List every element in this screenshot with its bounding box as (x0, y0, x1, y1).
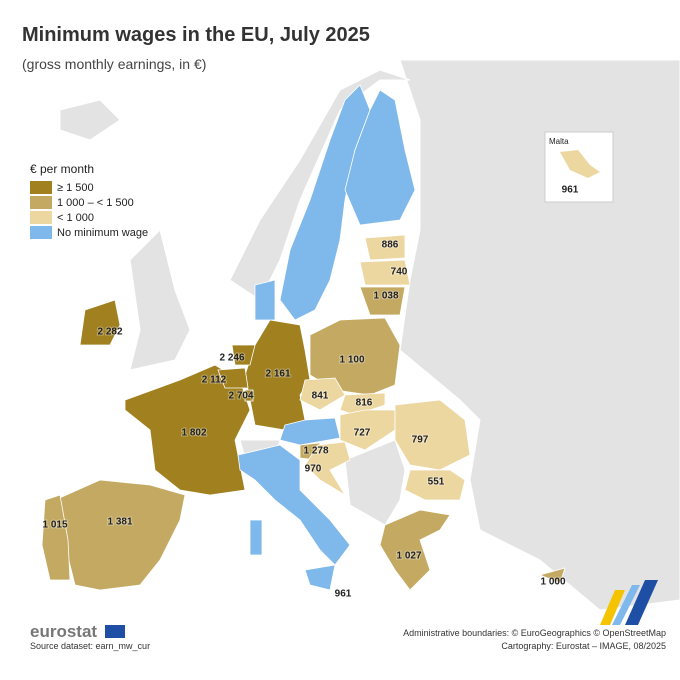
value-label: 551 (428, 477, 445, 488)
subtitle: (gross monthly earnings, in €) (22, 56, 207, 72)
value-label: 1 278 (303, 446, 328, 457)
legend-label: No minimum wage (57, 226, 149, 239)
value-label: 2 282 (97, 327, 122, 338)
value-label: 797 (412, 435, 429, 446)
legend-item: 1 000 – < 1 500 (30, 195, 148, 210)
legend: € per month ≥ 1 500 1 000 – < 1 500 < 1 00… (30, 162, 148, 240)
legend-items: ≥ 1 500 1 000 – < 1 500 < 1 000 No minimum … (30, 180, 148, 240)
value-label: 961 (335, 589, 352, 600)
legend-label: 1 000 – < 1 500 (57, 196, 134, 209)
cartography: Cartography: Eurostat – IMAGE, 08/2025 (501, 641, 666, 651)
legend-title: € per month (30, 162, 95, 176)
source: Source dataset: earn_mw_cur (30, 641, 151, 651)
value-label: 1 038 (373, 291, 398, 302)
malta-shape (560, 150, 600, 178)
value-label: 886 (382, 240, 399, 251)
value-label: 1 027 (396, 551, 421, 562)
inset: Malta 961 (544, 131, 614, 203)
value-label: 740 (391, 267, 408, 278)
legend-item: < 1 000 (30, 210, 148, 225)
value-label: 841 (312, 391, 329, 402)
inset-title: Malta (549, 137, 569, 146)
value-label: 970 (305, 464, 322, 475)
value-label: 2 704 (228, 391, 253, 402)
boundaries: Administrative boundaries: © EuroGeograp… (403, 628, 666, 638)
legend-swatch (30, 226, 52, 239)
legend-swatch (30, 181, 52, 194)
legend-label: < 1 000 (57, 211, 95, 224)
value-label: 727 (354, 428, 371, 439)
eu-flag (104, 625, 125, 638)
value-label: 1 100 (339, 355, 364, 366)
inset-value: 961 (562, 185, 579, 196)
legend-item: No minimum wage (30, 225, 148, 240)
value-label: 1 015 (42, 520, 67, 531)
brand-mark (600, 580, 658, 625)
value-label: 2 161 (265, 369, 290, 380)
logo: eurostat (30, 622, 125, 642)
eu-countries (41, 84, 566, 591)
value-label: 1 802 (181, 428, 206, 439)
logo-text: eurostat (30, 622, 98, 641)
legend-swatch (30, 196, 52, 209)
title: Minimum wages in the EU, July 2025 (22, 24, 370, 46)
legend-swatch (30, 211, 52, 224)
value-label: 2 246 (219, 353, 244, 364)
value-label: 1 381 (107, 517, 132, 528)
value-label: 2 112 (202, 375, 227, 386)
value-label: 1 000 (540, 577, 565, 588)
legend-label: ≥ 1 500 (57, 181, 94, 194)
value-label: 816 (356, 398, 373, 409)
legend-item: ≥ 1 500 (30, 180, 148, 195)
